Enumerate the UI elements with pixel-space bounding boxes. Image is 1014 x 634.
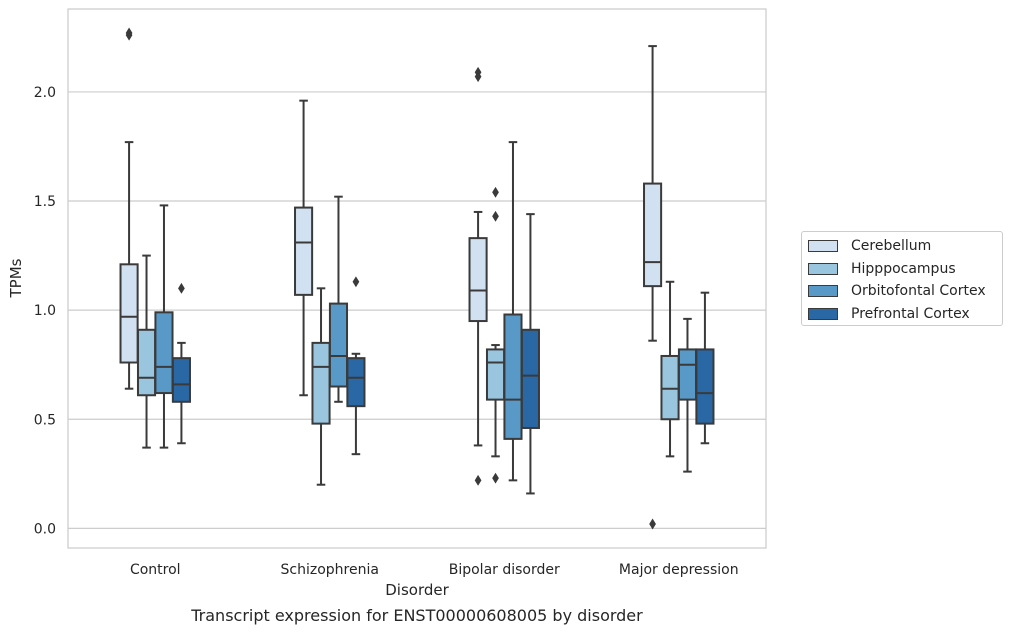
box-hipppocampus [485, 186, 506, 484]
box-iqr [346, 357, 366, 408]
box-cerebellum [119, 27, 139, 390]
legend-label: Cerebellum [851, 238, 932, 255]
box-iqr [294, 206, 314, 296]
legend-label: Orbitofontal Cortex [851, 283, 986, 300]
legend-swatch [808, 285, 838, 298]
box-iqr [468, 237, 488, 323]
box-prefrontal-cortex [171, 282, 191, 445]
box-iqr [520, 328, 540, 429]
y-tick-label: 0.0 [34, 521, 56, 537]
legend-item: Cerebellum [808, 235, 996, 258]
box-orbitofontal-cortex [677, 317, 698, 473]
box-cerebellum [643, 45, 663, 530]
box-hipppocampus [660, 280, 680, 458]
box-iqr [677, 348, 698, 401]
y-tick-label: 1.5 [34, 194, 56, 210]
outlier-point [492, 472, 499, 484]
box-iqr [643, 182, 663, 288]
legend-swatch [808, 240, 838, 253]
box-iqr [154, 311, 174, 395]
outlier-point [492, 186, 499, 198]
legend: Cerebellum Hipppocampus Orbitofontal Corte… [801, 231, 1003, 326]
gridlines [68, 91, 766, 529]
legend-swatch [808, 307, 838, 320]
box-iqr [171, 357, 191, 403]
box-cerebellum [468, 66, 488, 486]
box-iqr [136, 328, 157, 397]
outlier-point [474, 474, 482, 486]
y-axis-label: TPMs [7, 258, 25, 298]
legend-label: Hipppocampus [851, 260, 956, 277]
plot-area-frame [67, 8, 767, 549]
legend-item: Hipppocampus [808, 258, 996, 281]
y-tick-label: 0.5 [34, 412, 56, 428]
outlier-point [125, 29, 133, 41]
x-tick-label: Bipolar disorder [449, 562, 560, 578]
box-iqr [328, 302, 349, 388]
box-orbitofontal-cortex [154, 204, 174, 449]
y-tick-labels: 0.0 0.5 1.0 1.5 2.0 [34, 85, 56, 537]
box-iqr [503, 313, 523, 440]
box-iqr [485, 348, 506, 401]
box-iqr [660, 354, 680, 421]
outlier-point [352, 276, 360, 288]
box-iqr [695, 348, 715, 425]
legend-swatch [808, 262, 838, 275]
outlier-point [474, 71, 482, 83]
legend-item: Prefrontal Cortex [808, 303, 996, 326]
legend-item: Orbitofontal Cortex [808, 280, 996, 303]
box-orbitofontal-cortex [328, 195, 349, 403]
y-tick-label: 2.0 [34, 85, 56, 101]
box-prefrontal-cortex [695, 291, 715, 445]
legend-label: Prefrontal Cortex [851, 305, 970, 322]
box-prefrontal-cortex [346, 276, 366, 456]
box-orbitofontal-cortex [503, 141, 523, 482]
outlier-point [178, 282, 185, 294]
x-tick-label: Control [130, 562, 181, 578]
box-iqr [311, 341, 331, 425]
outlier-point [492, 210, 499, 222]
outlier-point [649, 518, 656, 530]
box-marks [119, 27, 715, 530]
y-tick-label: 1.0 [34, 303, 56, 319]
figure-caption: Transcript expression for ENST0000060800… [191, 606, 643, 625]
box-iqr [119, 263, 139, 364]
x-tick-labels: Control Schizophrenia Bipolar disorder Majo… [130, 562, 739, 578]
x-tick-label: Major depression [619, 562, 739, 578]
x-axis-label: Disorder [385, 581, 449, 599]
box-prefrontal-cortex [520, 213, 540, 495]
x-tick-label: Schizophrenia [281, 562, 379, 578]
box-hipppocampus [311, 287, 331, 486]
box-cerebellum [294, 99, 314, 397]
